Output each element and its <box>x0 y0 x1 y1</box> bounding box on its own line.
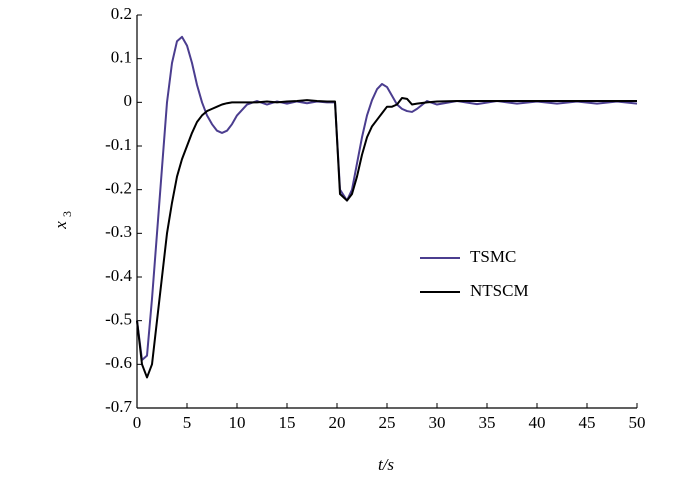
x-tick-label: 30 <box>429 413 446 432</box>
y-axis-label-group: x 3 <box>51 211 74 230</box>
y-tick-label: -0.2 <box>105 179 132 198</box>
y-tick-label: -0.4 <box>105 266 132 285</box>
x-tick-label: 5 <box>183 413 192 432</box>
y-tick-label: -0.3 <box>105 222 132 241</box>
legend-label: NTSCM <box>470 281 529 300</box>
y-tick-label: -0.5 <box>105 310 132 329</box>
y-tick-label: -0.7 <box>105 397 132 416</box>
x-tick-label: 0 <box>133 413 142 432</box>
x-tick-label: 45 <box>579 413 596 432</box>
x-tick-label: 15 <box>279 413 296 432</box>
y-axis-label: x <box>51 221 70 230</box>
x-axis-label: t/s <box>378 455 394 474</box>
series-line <box>136 96 637 379</box>
x-tick-label: 20 <box>329 413 346 432</box>
x-tick-label: 25 <box>379 413 396 432</box>
y-tick-label: 0.2 <box>111 4 132 23</box>
series-line <box>136 35 638 361</box>
y-tick-label: -0.1 <box>105 135 132 154</box>
x-tick-label: 35 <box>479 413 496 432</box>
y-tick-label: -0.6 <box>105 353 132 372</box>
y-axis-label-subscript: 3 <box>60 211 74 217</box>
x-tick-label: 10 <box>229 413 246 432</box>
y-tick-label: 0 <box>124 91 133 110</box>
x-tick-label: 40 <box>529 413 546 432</box>
y-tick-label: 0.1 <box>111 48 132 67</box>
x-tick-label: 50 <box>629 413 646 432</box>
legend-label: TSMC <box>470 247 516 266</box>
